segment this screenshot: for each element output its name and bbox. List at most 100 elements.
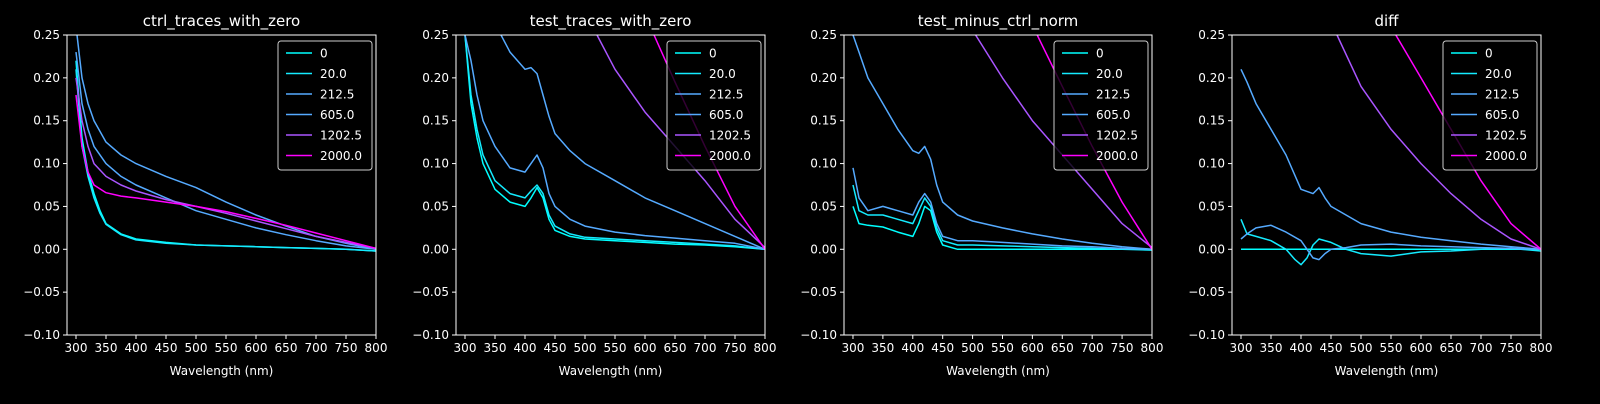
x-tick-label: 550 bbox=[604, 341, 627, 355]
chart-title: test_minus_ctrl_norm bbox=[918, 12, 1079, 31]
legend-label: 1202.5 bbox=[320, 129, 362, 143]
series-group bbox=[75, 35, 376, 252]
y-tick-label: 0.00 bbox=[422, 242, 449, 256]
legend-label: 20.0 bbox=[1096, 67, 1123, 81]
y-tick-label: 0.00 bbox=[1198, 242, 1225, 256]
x-tick-label: 350 bbox=[1260, 341, 1283, 355]
x-axis-label: Wavelength (nm) bbox=[559, 364, 663, 378]
y-tick-label: 0.05 bbox=[810, 199, 837, 213]
legend-label: 0 bbox=[320, 47, 328, 61]
legend: 0 20.0 212.5 605.0 1202.5 2000.0 bbox=[666, 40, 762, 171]
x-tick-label: 600 bbox=[1410, 341, 1433, 355]
y-tick-label: −0.10 bbox=[412, 328, 449, 342]
legend-label: 2000.0 bbox=[1485, 149, 1527, 163]
y-tick-label: 0.10 bbox=[33, 157, 60, 171]
legend-label: 2000.0 bbox=[1096, 149, 1138, 163]
series-line-3 bbox=[500, 35, 765, 250]
legend-label: 1202.5 bbox=[1485, 129, 1527, 143]
x-tick-label: 550 bbox=[991, 341, 1014, 355]
legend-label: 0 bbox=[709, 47, 717, 61]
legend-label: 0 bbox=[1096, 47, 1104, 61]
y-tick-label: 0.15 bbox=[1198, 114, 1225, 128]
x-tick-label: 400 bbox=[125, 341, 148, 355]
y-tick-label: 0.15 bbox=[33, 114, 60, 128]
x-tick-label: 650 bbox=[664, 341, 687, 355]
series-line-2 bbox=[852, 167, 1152, 251]
x-tick-label: 500 bbox=[961, 341, 984, 355]
series-line-0 bbox=[852, 205, 1152, 251]
subplot-2: test_minus_ctrl_norm 300 350 400 450 500 550 60… bbox=[800, 12, 1163, 378]
legend-label: 212.5 bbox=[709, 88, 743, 102]
x-axis-label: Wavelength (nm) bbox=[170, 364, 274, 378]
x-tick-label: 450 bbox=[155, 341, 178, 355]
y-tick-label: 0.20 bbox=[810, 71, 837, 85]
y-tick-label: 0.25 bbox=[33, 28, 60, 42]
x-tick-label: 300 bbox=[842, 341, 865, 355]
subplot-0: ctrl_traces_with_zero 300 350 400 450 500 550 6… bbox=[23, 12, 387, 378]
axes-frame bbox=[66, 34, 377, 336]
y-tick-label: 0.15 bbox=[422, 114, 449, 128]
x-tick-label: 450 bbox=[544, 341, 567, 355]
x-tick-label: 450 bbox=[931, 341, 954, 355]
legend-label: 605.0 bbox=[1096, 108, 1130, 122]
y-tick-label: 0.05 bbox=[1198, 199, 1225, 213]
legend-label: 605.0 bbox=[1485, 108, 1519, 122]
x-tick-label: 600 bbox=[1021, 341, 1044, 355]
y-tick-label: −0.10 bbox=[23, 328, 60, 342]
y-tick-label: 0.05 bbox=[422, 199, 449, 213]
x-tick-label: 750 bbox=[1500, 341, 1523, 355]
x-tick-label: 350 bbox=[484, 341, 507, 355]
y-tick-label: 0.05 bbox=[33, 199, 60, 213]
x-tick-label: 650 bbox=[275, 341, 298, 355]
x-tick-label: 800 bbox=[365, 341, 388, 355]
y-tick-label: −0.05 bbox=[412, 285, 449, 299]
x-tick-label: 800 bbox=[1530, 341, 1553, 355]
axes-frame bbox=[843, 34, 1153, 336]
axes-frame bbox=[455, 34, 766, 336]
legend: 0 20.0 212.5 605.0 1202.5 2000.0 bbox=[1053, 40, 1149, 171]
x-tick-label: 550 bbox=[215, 341, 238, 355]
x-tick-label: 700 bbox=[1470, 341, 1493, 355]
y-tick-label: 0.20 bbox=[33, 71, 60, 85]
x-tick-label: 650 bbox=[1051, 341, 1074, 355]
series-line-1 bbox=[464, 35, 765, 251]
x-tick-label: 350 bbox=[871, 341, 894, 355]
x-tick-label: 400 bbox=[514, 341, 537, 355]
legend-label: 2000.0 bbox=[709, 149, 751, 163]
chart-title: diff bbox=[1374, 12, 1399, 30]
legend: 0 20.0 212.5 605.0 1202.5 2000.0 bbox=[277, 40, 373, 171]
y-tick-label: 0.10 bbox=[422, 157, 449, 171]
x-tick-label: 750 bbox=[724, 341, 747, 355]
series-group bbox=[852, 35, 1152, 251]
series-line-2 bbox=[75, 52, 376, 251]
x-tick-label: 600 bbox=[245, 341, 268, 355]
x-tick-label: 500 bbox=[574, 341, 597, 355]
subplot-1: test_traces_with_zero 300 350 400 450 500 550 6… bbox=[412, 12, 776, 378]
y-tick-label: 0.20 bbox=[422, 71, 449, 85]
legend-label: 2000.0 bbox=[320, 149, 362, 163]
axes-frame bbox=[1231, 34, 1542, 336]
y-tick-label: 0.00 bbox=[33, 242, 60, 256]
x-tick-label: 500 bbox=[1350, 341, 1373, 355]
y-tick-label: 0.00 bbox=[810, 242, 837, 256]
subplot-3: diff 300 350 400 450 500 550 600 650 700 750 800 −0.… bbox=[1188, 12, 1552, 378]
legend-label: 212.5 bbox=[320, 88, 354, 102]
y-tick-label: 0.25 bbox=[422, 28, 449, 42]
legend-label: 605.0 bbox=[709, 108, 743, 122]
legend-label: 212.5 bbox=[1485, 88, 1519, 102]
legend: 0 20.0 212.5 605.0 1202.5 2000.0 bbox=[1442, 40, 1538, 171]
y-tick-label: −0.10 bbox=[800, 328, 837, 342]
series-line-2 bbox=[1240, 224, 1541, 261]
legend-label: 1202.5 bbox=[709, 129, 751, 143]
x-tick-label: 550 bbox=[1380, 341, 1403, 355]
series-line-4 bbox=[1336, 35, 1541, 251]
x-tick-label: 700 bbox=[1081, 341, 1104, 355]
series-line-4 bbox=[75, 77, 376, 250]
y-tick-label: −0.05 bbox=[23, 285, 60, 299]
x-tick-label: 300 bbox=[1230, 341, 1253, 355]
x-tick-label: 800 bbox=[1141, 341, 1164, 355]
x-axis-label: Wavelength (nm) bbox=[946, 364, 1050, 378]
series-line-3 bbox=[1240, 68, 1541, 251]
x-axis-label: Wavelength (nm) bbox=[1335, 364, 1439, 378]
